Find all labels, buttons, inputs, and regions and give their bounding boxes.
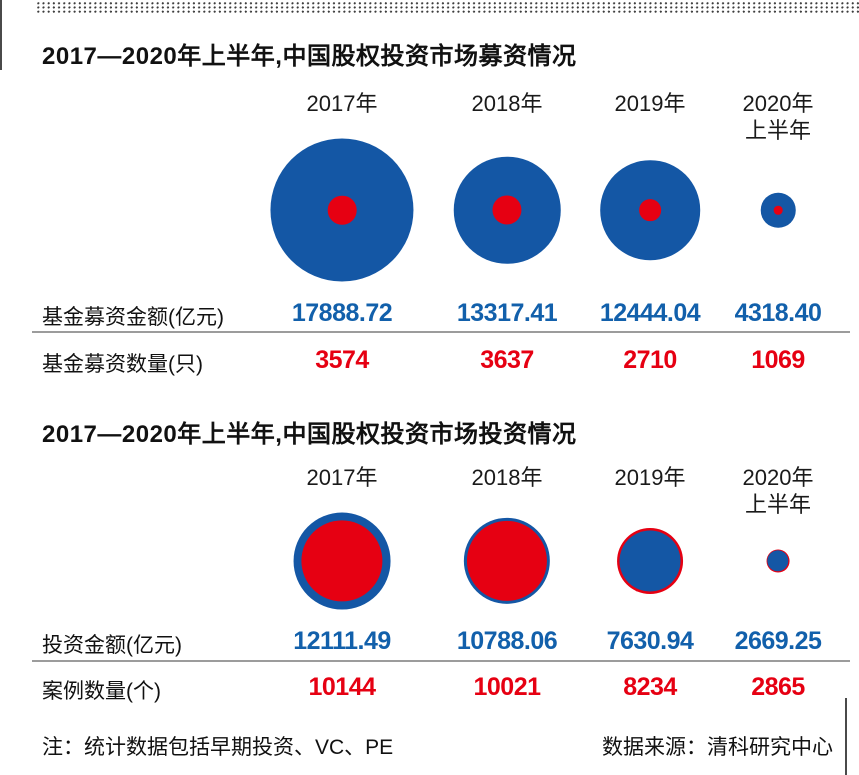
fund-count-value: 3574 [315, 346, 369, 374]
year-label: 2017年 [307, 464, 378, 491]
year-label-line: 2020年 [742, 91, 814, 116]
year-label: 2020年 上半年 [743, 464, 814, 518]
year-label-line: 2020年 [742, 465, 814, 490]
invest-amount-value: 7630.94 [606, 627, 694, 655]
data-source: 数据来源：清科研究中心 [602, 736, 833, 759]
case-count-value: 10021 [473, 673, 541, 701]
case-count-values: 10144 10021 8234 2865 [0, 673, 859, 703]
year-label-line: 2018年 [471, 465, 543, 490]
case-count-value: 10144 [308, 673, 376, 701]
bubble-invest-amount [767, 550, 789, 572]
year-label-line: 上半年 [744, 118, 812, 143]
year-label: 2020年 上半年 [743, 90, 814, 144]
year-label: 2019年 [615, 90, 686, 117]
divider-line [32, 660, 850, 662]
right-column-rule [845, 698, 847, 775]
year-label: 2019年 [615, 464, 686, 491]
chart-title: 2017—2020年上半年,中国股权投资市场募资情况 [42, 43, 577, 70]
fund-amount-values: 17888.72 13317.41 12444.04 4318.40 [0, 299, 859, 329]
bubble-case-count [466, 520, 548, 602]
fund-amount-row-label: 基金募资金额(亿元) [42, 306, 224, 329]
fund-count-value: 1069 [751, 346, 805, 374]
fund-amount-row: 基金募资金额(亿元) 17888.72 13317.41 12444.04 4318.… [0, 299, 859, 329]
year-label-line: 2019年 [614, 91, 686, 116]
bubble-fund-count [773, 205, 783, 215]
case-count-row: 案例数量(个) 10144 10021 8234 2865 [0, 673, 859, 703]
fund-count-values: 3574 3637 2710 1069 [0, 346, 859, 376]
invest-amount-value: 12111.49 [293, 627, 391, 655]
fund-amount-value: 17888.72 [291, 299, 393, 327]
year-label-line: 2019年 [614, 465, 686, 490]
fund-amount-value: 13317.41 [456, 299, 558, 327]
year-label: 2017年 [307, 90, 378, 117]
year-label-line: 2017年 [306, 91, 378, 116]
bubble-invest-amount [619, 530, 681, 592]
left-column-rule [0, 0, 2, 70]
bubble-fund-count [639, 199, 661, 221]
fund-count-value: 3637 [480, 346, 534, 374]
year-label-line: 上半年 [744, 492, 812, 517]
invest-amount-values: 12111.49 10788.06 7630.94 2669.25 [0, 627, 859, 657]
halftone-dot-band [37, 2, 859, 14]
invest-amount-value: 10788.06 [456, 627, 558, 655]
invest-amount-value: 2669.25 [734, 627, 822, 655]
year-label-line: 2017年 [306, 465, 378, 490]
divider-line [32, 331, 850, 333]
bubble-fund-count [327, 195, 357, 225]
case-count-value: 8234 [623, 673, 677, 701]
fund-count-value: 2710 [623, 346, 677, 374]
case-count-row-label: 案例数量(个) [42, 680, 161, 703]
fund-amount-value: 12444.04 [599, 299, 701, 327]
invest-amount-row-label: 投资金额(亿元) [42, 634, 182, 657]
fund-count-row: 基金募资数量(只) 3574 3637 2710 1069 [0, 346, 859, 376]
year-label: 2018年 [472, 90, 543, 117]
year-label-line: 2018年 [471, 91, 543, 116]
fund-amount-value: 4318.40 [734, 299, 822, 327]
fund-count-row-label: 基金募资数量(只) [42, 353, 203, 376]
year-label: 2018年 [472, 464, 543, 491]
bubble-fund-count [492, 195, 522, 225]
case-count-value: 2865 [751, 673, 805, 701]
chart-title: 2017—2020年上半年,中国股权投资市场投资情况 [42, 421, 577, 448]
invest-amount-row: 投资金额(亿元) 12111.49 10788.06 7630.94 2669.25 [0, 627, 859, 657]
bubble-case-count [301, 520, 383, 602]
footnote: 注：统计数据包括早期投资、VC、PE [42, 736, 394, 759]
